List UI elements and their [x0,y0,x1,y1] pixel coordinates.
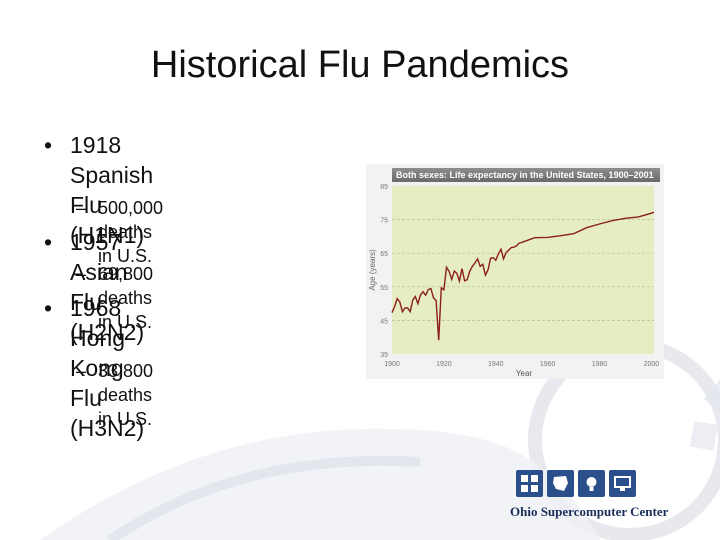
dash-glyph: – [76,264,87,284]
x-tick-label: 1900 [384,361,400,368]
osc-logo: Ohio Supercomputer Center [510,470,669,528]
bullet-item-2: • 1957 Asian Flu (H2N2) [44,227,145,347]
lightbulb-icon [578,470,605,497]
monitor-icon [609,470,636,497]
y-tick-label: 65 [380,251,388,258]
logo-icon-row [516,470,660,497]
slide-title: Historical Flu Pandemics [150,44,570,86]
y-axis-label: Age (years) [368,249,377,291]
bullet-text-line1: 1957 Asian Flu (H2N2) [70,229,145,345]
x-tick-label: 1980 [592,361,608,368]
bullet-text-line2: (H1N1) [70,222,145,248]
y-tick-label: 55 [380,285,388,292]
y-tick-label: 45 [380,318,388,325]
series-line-life-expectancy [391,211,655,341]
chart-title: Both sexes: Life expectancy in the Unite… [392,168,660,182]
dash-glyph: – [76,361,87,381]
bullet-item-1: • 1918 Spanish Flu (H1N1) [44,130,154,250]
sub-bullet-1: – 500,000 deaths in U.S. [76,196,164,268]
chart-svg: 35 45 55 65 75 85 1900 1920 1940 1960 1980 2000 Ag… [366,164,664,379]
x-axis-label: Year [516,369,533,378]
y-tick-label: 35 [380,352,388,359]
bullet-text-line1: 1968 Hong Kong Flu [70,295,125,411]
x-tick-label: 1920 [436,361,452,368]
x-tick-label: 2000 [644,361,660,368]
chip-grid-icon [516,470,543,497]
sub-bullet-2: – 69,800 deaths in U.S. [76,262,154,334]
y-ticks: 35 45 55 65 75 85 [380,184,388,359]
bullet-text-line2: (H3N2) [70,415,145,441]
dash-glyph: – [76,198,87,218]
x-ticks: 1900 1920 1940 1960 1980 2000 [384,361,659,368]
y-tick-label: 75 [380,218,388,225]
life-expectancy-chart: 35 45 55 65 75 85 1900 1920 1940 1960 1980 2000 Ag… [366,164,664,379]
plot-background [392,186,654,354]
bullet-text-line1: 1918 Spanish Flu [70,132,154,218]
x-tick-label: 1960 [540,361,556,368]
y-tick-label: 85 [380,184,388,191]
sub-bullet-text: 69,800 deaths in U.S. [98,264,154,332]
bullet-item-3: • 1968 Hong Kong Flu (H3N2) [44,293,145,443]
grid-lines [392,219,654,321]
x-tick-label: 1940 [488,361,504,368]
bullet-glyph: • [44,295,53,321]
bullet-glyph: • [44,132,53,158]
sub-bullet-text: 33,800 deaths in U.S. [98,361,154,429]
sub-bullet-text: 500,000 deaths in U.S. [98,198,164,266]
ohio-map-icon [547,470,574,497]
ribbon-decoration [40,428,600,540]
sub-bullet-3: – 33,800 deaths in U.S. [76,359,154,431]
logo-text: Ohio Supercomputer Center [510,504,669,519]
bullet-glyph: • [44,229,53,255]
